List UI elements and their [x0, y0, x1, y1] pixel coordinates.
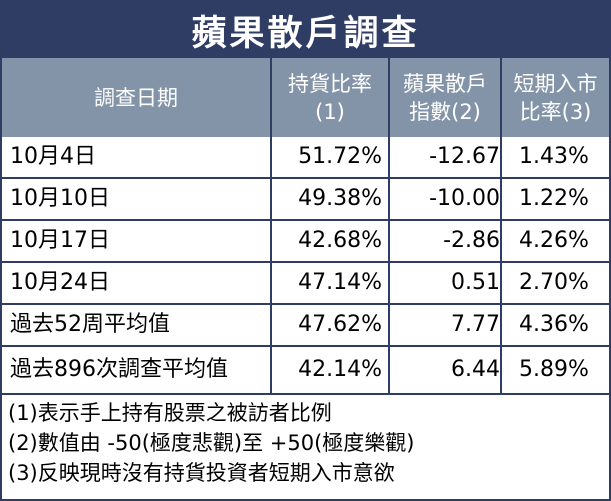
row-index: -2.86	[443, 228, 500, 253]
row-index: 0.51	[451, 270, 500, 295]
header-entry-ratio-line2: 比率(3)	[519, 99, 592, 124]
row-date: 10月10日	[10, 186, 110, 211]
column-divider	[500, 58, 502, 395]
row-holding-ratio: 47.14%	[298, 270, 382, 295]
footnotes: (1)表示手上持有股票之被訪者比例 (2)數值由 -50(極度悲觀)至 +50(…	[8, 398, 604, 488]
header-holding-ratio: 持貨比率 (1)	[272, 58, 388, 137]
table-row: 10月10日 49.38% -10.00 1.22%	[2, 179, 609, 221]
row-date: 10月17日	[10, 228, 110, 253]
header-date: 調查日期	[2, 58, 270, 137]
row-index: 7.77	[451, 312, 500, 337]
row-holding-ratio: 42.14%	[298, 357, 382, 382]
footnote-1: (1)表示手上持有股票之被訪者比例	[8, 401, 332, 425]
row-index: -12.67	[429, 144, 500, 169]
row-index: 6.44	[451, 357, 500, 382]
table-row: 過去896次調查平均值 42.14% 6.44 5.89%	[2, 347, 609, 395]
table-row: 10月4日 51.72% -12.67 1.43%	[2, 137, 609, 179]
row-index: -10.00	[429, 186, 500, 211]
header-index: 蘋果散戶 指數(2)	[390, 58, 500, 137]
header-index-line1: 蘋果散戶	[403, 71, 487, 96]
column-divider	[270, 58, 272, 395]
header-entry-ratio: 短期入市 比率(3)	[502, 58, 609, 137]
page-title: 蘋果散戶調查	[2, 2, 609, 58]
row-entry-ratio: 1.22%	[519, 186, 589, 211]
footnote-2: (2)數值由 -50(極度悲觀)至 +50(極度樂觀)	[8, 431, 415, 455]
row-holding-ratio: 47.62%	[298, 312, 382, 337]
table-row: 10月17日 42.68% -2.86 4.26%	[2, 221, 609, 263]
row-date: 過去52周平均值	[10, 312, 170, 337]
row-entry-ratio: 1.43%	[519, 144, 589, 169]
row-entry-ratio: 4.36%	[519, 312, 589, 337]
table-row: 過去52周平均值 47.62% 7.77 4.36%	[2, 305, 609, 347]
header-date-label: 調查日期	[94, 85, 178, 110]
table-header: 調查日期 持貨比率 (1) 蘋果散戶 指數(2) 短期入市 比率(3)	[2, 58, 609, 137]
header-index-line2: 指數(2)	[409, 99, 481, 124]
column-divider	[388, 58, 390, 395]
row-date: 過去896次調查平均值	[10, 357, 228, 382]
row-entry-ratio: 2.70%	[519, 270, 589, 295]
row-date: 10月24日	[10, 270, 110, 295]
table-row: 10月24日 47.14% 0.51 2.70%	[2, 263, 609, 305]
row-entry-ratio: 4.26%	[519, 228, 589, 253]
header-holding-ratio-line2: (1)	[315, 99, 345, 124]
row-holding-ratio: 49.38%	[298, 186, 382, 211]
header-holding-ratio-line1: 持貨比率	[288, 71, 372, 96]
row-entry-ratio: 5.89%	[519, 357, 589, 382]
row-date: 10月4日	[10, 144, 96, 169]
header-entry-ratio-line1: 短期入市	[513, 71, 598, 96]
footnote-3: (3)反映現時沒有持貨投資者短期入市意欲	[8, 461, 395, 485]
row-holding-ratio: 42.68%	[298, 228, 382, 253]
row-holding-ratio: 51.72%	[298, 144, 382, 169]
